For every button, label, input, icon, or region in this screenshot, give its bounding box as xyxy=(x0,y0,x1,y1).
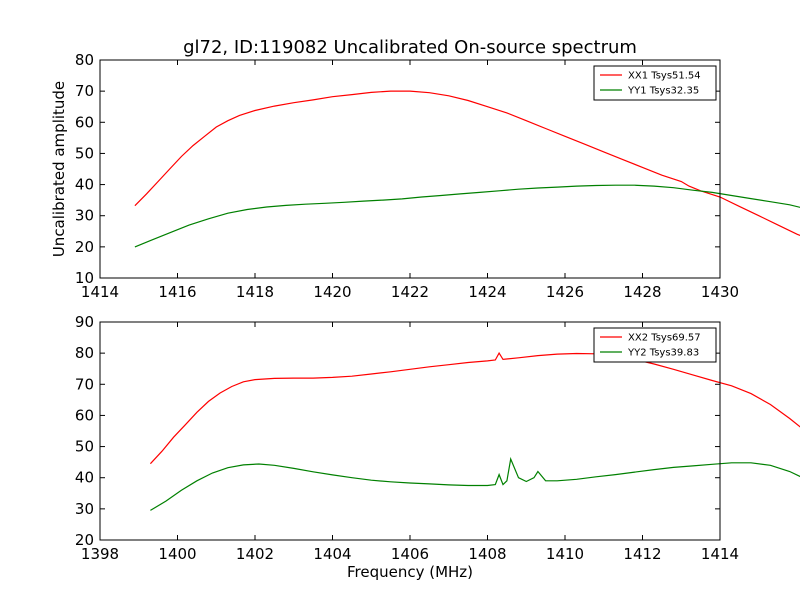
x-tick-label: 1398 xyxy=(81,545,119,563)
y-tick-label: 30 xyxy=(75,207,94,225)
y-tick-label: 70 xyxy=(75,375,94,393)
legend: XX2 Tsys69.57 YY2 Tsys39.83 xyxy=(593,327,717,363)
series-line-1 xyxy=(149,351,800,465)
legend-label: XX2 Tsys69.57 xyxy=(628,333,701,344)
x-tick-label: 1424 xyxy=(468,283,506,301)
x-tick-label: 1404 xyxy=(313,545,351,563)
y-tick-label: 40 xyxy=(75,176,94,194)
x-axis-label: Frequency (MHz) xyxy=(347,563,473,581)
x-tick-label: 1410 xyxy=(546,545,584,563)
x-tick-label: 1418 xyxy=(236,283,274,301)
x-tick-label: 1426 xyxy=(546,283,584,301)
y-tick-label: 20 xyxy=(75,531,94,549)
y-tick-label: 10 xyxy=(75,269,94,287)
y-axis-label: Uncalibrated amplitude xyxy=(50,81,68,257)
chart-title: gl72, ID:119082 Uncalibrated On-source s… xyxy=(183,37,637,58)
y-tick-label: 70 xyxy=(75,82,94,100)
y-tick-label: 50 xyxy=(75,438,94,456)
x-tick-label: 1402 xyxy=(236,545,274,563)
x-tick-label: 1428 xyxy=(623,283,661,301)
legend-label: XX1 Tsys51.54 xyxy=(628,71,701,82)
x-tick-label: 1406 xyxy=(391,545,429,563)
x-tick-label: 1430 xyxy=(701,283,739,301)
x-tick-label: 1414 xyxy=(701,545,739,563)
legend-box xyxy=(593,65,717,101)
y-tick-label: 50 xyxy=(75,144,94,162)
y-tick-label: 80 xyxy=(75,344,94,362)
y-tick-label: 30 xyxy=(75,500,94,518)
x-tick-label: 1412 xyxy=(623,545,661,563)
y-tick-label: 80 xyxy=(75,51,94,69)
legend-box xyxy=(593,327,717,363)
x-tick-label: 1414 xyxy=(81,283,119,301)
series-line-2 xyxy=(150,456,800,511)
y-tick-label: 60 xyxy=(75,113,94,131)
y-tick-label: 40 xyxy=(75,469,94,487)
legend-label: YY2 Tsys39.83 xyxy=(627,348,699,359)
legend-label: YY1 Tsys32.35 xyxy=(627,86,699,97)
y-tick-label: 20 xyxy=(75,238,94,256)
legend: XX1 Tsys51.54 YY1 Tsys32.35 xyxy=(593,65,717,101)
series-line-1 xyxy=(134,90,800,237)
y-tick-label: 90 xyxy=(75,313,94,331)
x-tick-label: 1400 xyxy=(158,545,196,563)
y-tick-label: 60 xyxy=(75,406,94,424)
x-tick-label: 1420 xyxy=(313,283,351,301)
x-tick-label: 1416 xyxy=(158,283,196,301)
upper-plot: 1414 1416 1418 1420 1422 1424 1426 1428 1430 10 20… xyxy=(75,51,800,301)
series-line-2 xyxy=(134,184,800,248)
lower-plot: 1398 1400 1402 1404 1406 1408 1410 1412 1414 20 30… xyxy=(75,313,800,563)
x-tick-label: 1422 xyxy=(391,283,429,301)
x-tick-label: 1408 xyxy=(468,545,506,563)
